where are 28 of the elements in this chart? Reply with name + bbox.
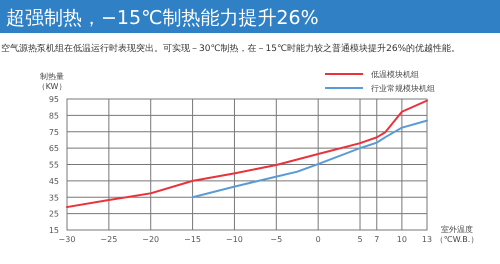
x-tick-label: 10: [396, 235, 407, 244]
x-tick-label: −15: [184, 235, 202, 244]
y-tick-label: 75: [48, 128, 59, 137]
y-tick-label: 65: [48, 144, 59, 154]
x-tick-label: −25: [100, 235, 118, 244]
y-tick-label: 25: [48, 210, 59, 219]
y-tick-label: 35: [48, 193, 59, 202]
x-axis-title: 室外温度（℃W.B.）: [436, 225, 478, 244]
legend-label: 低温模块机组: [371, 70, 419, 79]
legend-label: 行业常规模块机组: [371, 84, 435, 93]
y-axis-title: 制热量（KW）: [38, 72, 66, 91]
y-tick-label: 45: [48, 176, 59, 186]
chart-subtitle: 空气源热泵机组在低温运行时表现突出。可实现－30℃制热，在－15℃时能力较之普通模块提升26%的优越性能。: [1, 43, 460, 54]
y-tick-label: 95: [48, 95, 59, 104]
line-series: [66, 100, 428, 208]
x-tick-label: 5: [357, 235, 363, 244]
x-tick-label: −5: [270, 235, 282, 244]
x-tick-label: −20: [142, 235, 160, 244]
chart-title: 超强制热，−15℃制热能力提升26%: [6, 7, 319, 29]
y-tick-label: 15: [48, 226, 59, 235]
x-tick-label: 7: [374, 235, 380, 244]
y-tick-label: 55: [48, 160, 59, 170]
x-tick-label: −10: [226, 235, 243, 244]
x-tick-label: 0: [316, 235, 321, 244]
y-tick-label: 85: [48, 111, 59, 120]
x-tick-label: 13: [422, 235, 432, 244]
x-tick-label: −30: [58, 235, 76, 244]
line-series: [192, 120, 428, 198]
